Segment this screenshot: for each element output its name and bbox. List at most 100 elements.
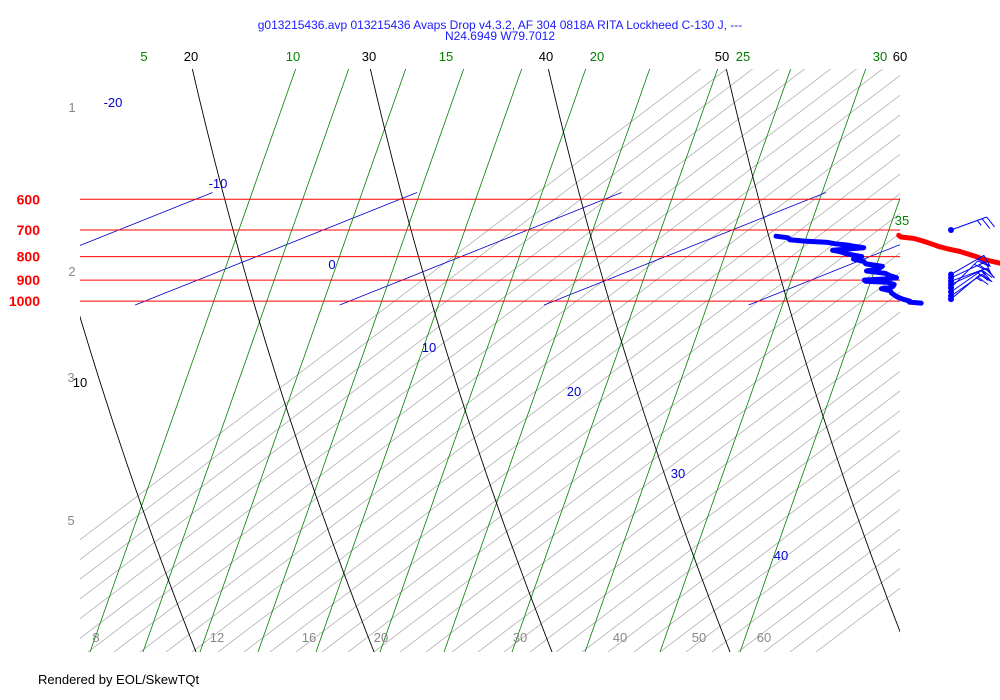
wind-barb-half-flag (976, 220, 982, 226)
mixing-ratio-line (739, 197, 900, 652)
moist-adiabat-line (321, 213, 900, 652)
bottom-scale-label: 12 (210, 630, 224, 645)
moist-adiabat-line (373, 252, 900, 652)
isotherm-line (953, 193, 1000, 306)
bottom-scale-label: 8 (92, 630, 99, 645)
wind-barb (948, 216, 995, 233)
moist-adiabat-line (80, 69, 832, 639)
bottom-scale-label: 60 (757, 630, 771, 645)
moist-adiabat-line (80, 69, 702, 541)
wind-barb (948, 260, 990, 291)
wind-barb-shaft (950, 260, 979, 289)
isotherm-label: -10 (209, 176, 228, 191)
moist-adiabat-line (633, 449, 900, 652)
dry-adiabat-line (0, 50, 22, 662)
moist-adiabat-line (191, 114, 900, 652)
moist-adiabat-line (399, 272, 900, 652)
bottom-scale-label: 40 (613, 630, 627, 645)
pressure-label: 800 (17, 249, 41, 265)
isotherm-line (0, 193, 8, 306)
mixing-ratio-line (89, 69, 297, 652)
moist-adiabat-line (685, 489, 900, 652)
dewpoint-profile (773, 233, 924, 306)
mixing-ratio-label: 20 (590, 49, 604, 64)
pressure-label: 900 (17, 272, 41, 288)
moist-adiabat-line (607, 430, 900, 652)
mixing-ratio-line (315, 69, 523, 652)
wind-barb-shaft (950, 216, 987, 231)
moist-adiabat-line (217, 134, 900, 652)
isotherm-label: 20 (567, 384, 581, 399)
dry-adiabat-line (725, 69, 900, 633)
mixing-ratio-line (659, 69, 867, 652)
moist-adiabat-line (659, 469, 900, 652)
moist-adiabat-line (347, 232, 900, 652)
mixing-ratio-line (584, 69, 792, 652)
wind-barb (948, 274, 992, 303)
renderer-credit: Rendered by EOL/SkewTQt (38, 672, 200, 687)
mixing-ratio-line (257, 69, 465, 652)
isotherm-label: 10 (422, 340, 436, 355)
wind-barb-half-flag (976, 277, 982, 282)
moist-adiabat-line (737, 528, 900, 652)
wind-barb-flag (981, 218, 991, 229)
moist-adiabat-line (165, 94, 900, 652)
moist-adiabat-line (80, 69, 728, 560)
mixing-ratio-label: 15 (439, 49, 453, 64)
wind-barb-flag (974, 263, 986, 271)
sounding-profiles (773, 232, 1000, 306)
dry-adiabat-label: 60 (893, 49, 907, 64)
pressure-label: 600 (17, 191, 41, 207)
isotherm-label: 40 (774, 548, 788, 563)
isotherm-label: 0 (328, 257, 335, 272)
dry-adiabat-line (547, 69, 731, 652)
bottom-scale-label: 50 (692, 630, 706, 645)
wind-barb-flag (977, 276, 989, 286)
bottom-scale-label: 16 (302, 630, 316, 645)
dry-adiabat-label: 20 (184, 49, 198, 64)
left-scale-label: 5 (67, 513, 74, 528)
pressure-label: 1000 (9, 293, 40, 309)
wind-barb-flag (981, 269, 993, 279)
wind-barb-flag (977, 260, 990, 267)
mixing-ratio-label: 10 (286, 49, 300, 64)
wind-barb-half-flag (980, 270, 986, 276)
moist-adiabat-line (529, 370, 900, 652)
bottom-scale-label: 30 (513, 630, 527, 645)
pressure-label: 700 (17, 222, 41, 238)
mixing-ratio-label: 25 (736, 49, 750, 64)
left-scale-label: 1 (68, 100, 75, 115)
isotherm-line (134, 192, 418, 306)
moist-adiabat-line (789, 568, 900, 652)
dry-adiabat-label: 10 (73, 375, 87, 390)
moist-adiabat-line (503, 351, 900, 652)
moist-adiabat-line (581, 410, 900, 652)
dry-adiabat-label: 30 (362, 49, 376, 64)
mixing-ratio-label: 35 (895, 213, 909, 228)
left-scale-label: 3 (67, 370, 74, 385)
moist-adiabat-line (87, 69, 858, 652)
mixing-ratio-label: 30 (873, 49, 887, 64)
wind-barb-flag (986, 216, 995, 228)
plot-area (0, 50, 1000, 662)
wind-barbs (948, 216, 995, 303)
moist-adiabat-line (295, 193, 900, 652)
dry-adiabat-line (369, 69, 553, 652)
moist-adiabat-line (815, 587, 900, 652)
mixing-ratio-line (511, 69, 719, 652)
dry-adiabat-label: 50 (715, 49, 729, 64)
dry-adiabat-line (900, 50, 1000, 662)
isotherm-label: -20 (104, 95, 123, 110)
wind-barb-flag (985, 268, 995, 278)
chart-title: g013215436.avp 013215436 Avaps Drop v4.3… (258, 18, 743, 32)
wind-barb-shaft (950, 274, 981, 300)
moist-adiabat-line (243, 154, 900, 652)
moist-adiabat-line (80, 69, 754, 580)
left-scale-label: 2 (68, 264, 75, 279)
mixing-ratio-line (199, 69, 407, 652)
isotherm-line (339, 192, 622, 306)
moist-adiabat-line (139, 75, 900, 652)
moist-adiabat-line (477, 331, 900, 652)
wind-barb-flag (979, 274, 992, 282)
